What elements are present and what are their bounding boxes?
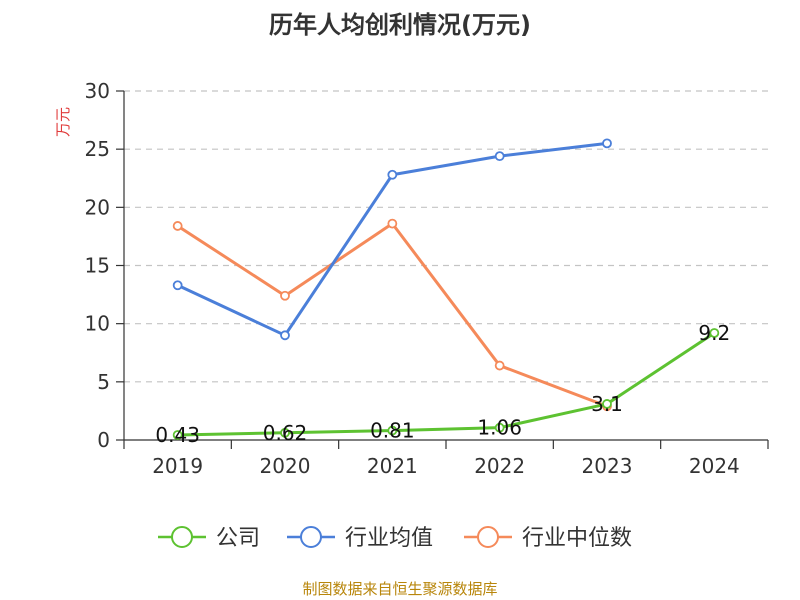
legend-item[interactable]: 行业中位数: [464, 526, 632, 551]
data-point[interactable]: [387, 425, 398, 436]
x-tick-label: 2023: [582, 454, 633, 478]
legend-label: 公司: [216, 526, 260, 551]
data-point[interactable]: [172, 280, 183, 291]
data-point[interactable]: [387, 169, 398, 180]
series-group: 0.43 0.62 0.81 1.06 3.1 9.2: [155, 138, 730, 447]
y-axis-label: 万元: [54, 107, 72, 137]
data-point[interactable]: [280, 330, 290, 341]
data-point[interactable]: [172, 221, 183, 231]
data-label: 3.1: [591, 392, 623, 416]
x-tick-label: 2022: [474, 454, 525, 478]
x-axis-ticks: 2019 2020 2021 2022 2023 2024: [123, 440, 769, 478]
source-note: 制图数据来自恒生聚源数据库: [302, 580, 497, 598]
legend-label: 行业均值: [345, 526, 433, 551]
data-point[interactable]: [602, 138, 612, 149]
data-label: 0.81: [370, 419, 415, 443]
data-label: 9.2: [698, 321, 730, 345]
data-point[interactable]: [172, 430, 183, 440]
data-label: 1.06: [477, 416, 522, 440]
y-tick-label: 30: [85, 79, 110, 103]
legend-marker: [477, 526, 499, 548]
data-point[interactable]: [494, 360, 505, 371]
y-tick-label: 5: [97, 370, 110, 394]
grid-lines: [124, 90, 768, 383]
y-tick-label: 0: [97, 428, 110, 452]
data-point[interactable]: [709, 328, 720, 338]
data-point[interactable]: [280, 427, 290, 438]
data-point[interactable]: [387, 218, 398, 229]
y-tick-label: 20: [85, 195, 110, 219]
y-tick-label: 15: [85, 254, 110, 278]
data-point[interactable]: [602, 399, 612, 409]
legend-marker: [300, 526, 322, 548]
y-tick-label: 25: [85, 137, 110, 161]
legend-label: 行业中位数: [522, 526, 632, 551]
x-tick-label: 2021: [367, 454, 418, 478]
data-label: 0.43: [155, 423, 200, 447]
chart-title: 历年人均创利情况(万元): [269, 11, 531, 39]
legend-item[interactable]: 行业均值: [287, 526, 433, 551]
y-tick-label: 10: [85, 312, 110, 336]
legend-marker: [171, 526, 193, 548]
legend[interactable]: 公司 行业均值 行业中位数: [158, 526, 632, 551]
x-tick-label: 2024: [689, 454, 740, 478]
x-tick-label: 2019: [152, 454, 203, 478]
data-point[interactable]: [494, 422, 505, 433]
legend-item[interactable]: 公司: [158, 526, 260, 551]
data-point[interactable]: [494, 151, 505, 162]
y-axis-ticks: 0 5 10 15 20 25 30: [85, 79, 124, 452]
series-line: [177, 331, 716, 437]
data-point[interactable]: [280, 290, 290, 301]
data-label: 0.62: [263, 421, 308, 445]
x-tick-label: 2020: [260, 454, 311, 478]
